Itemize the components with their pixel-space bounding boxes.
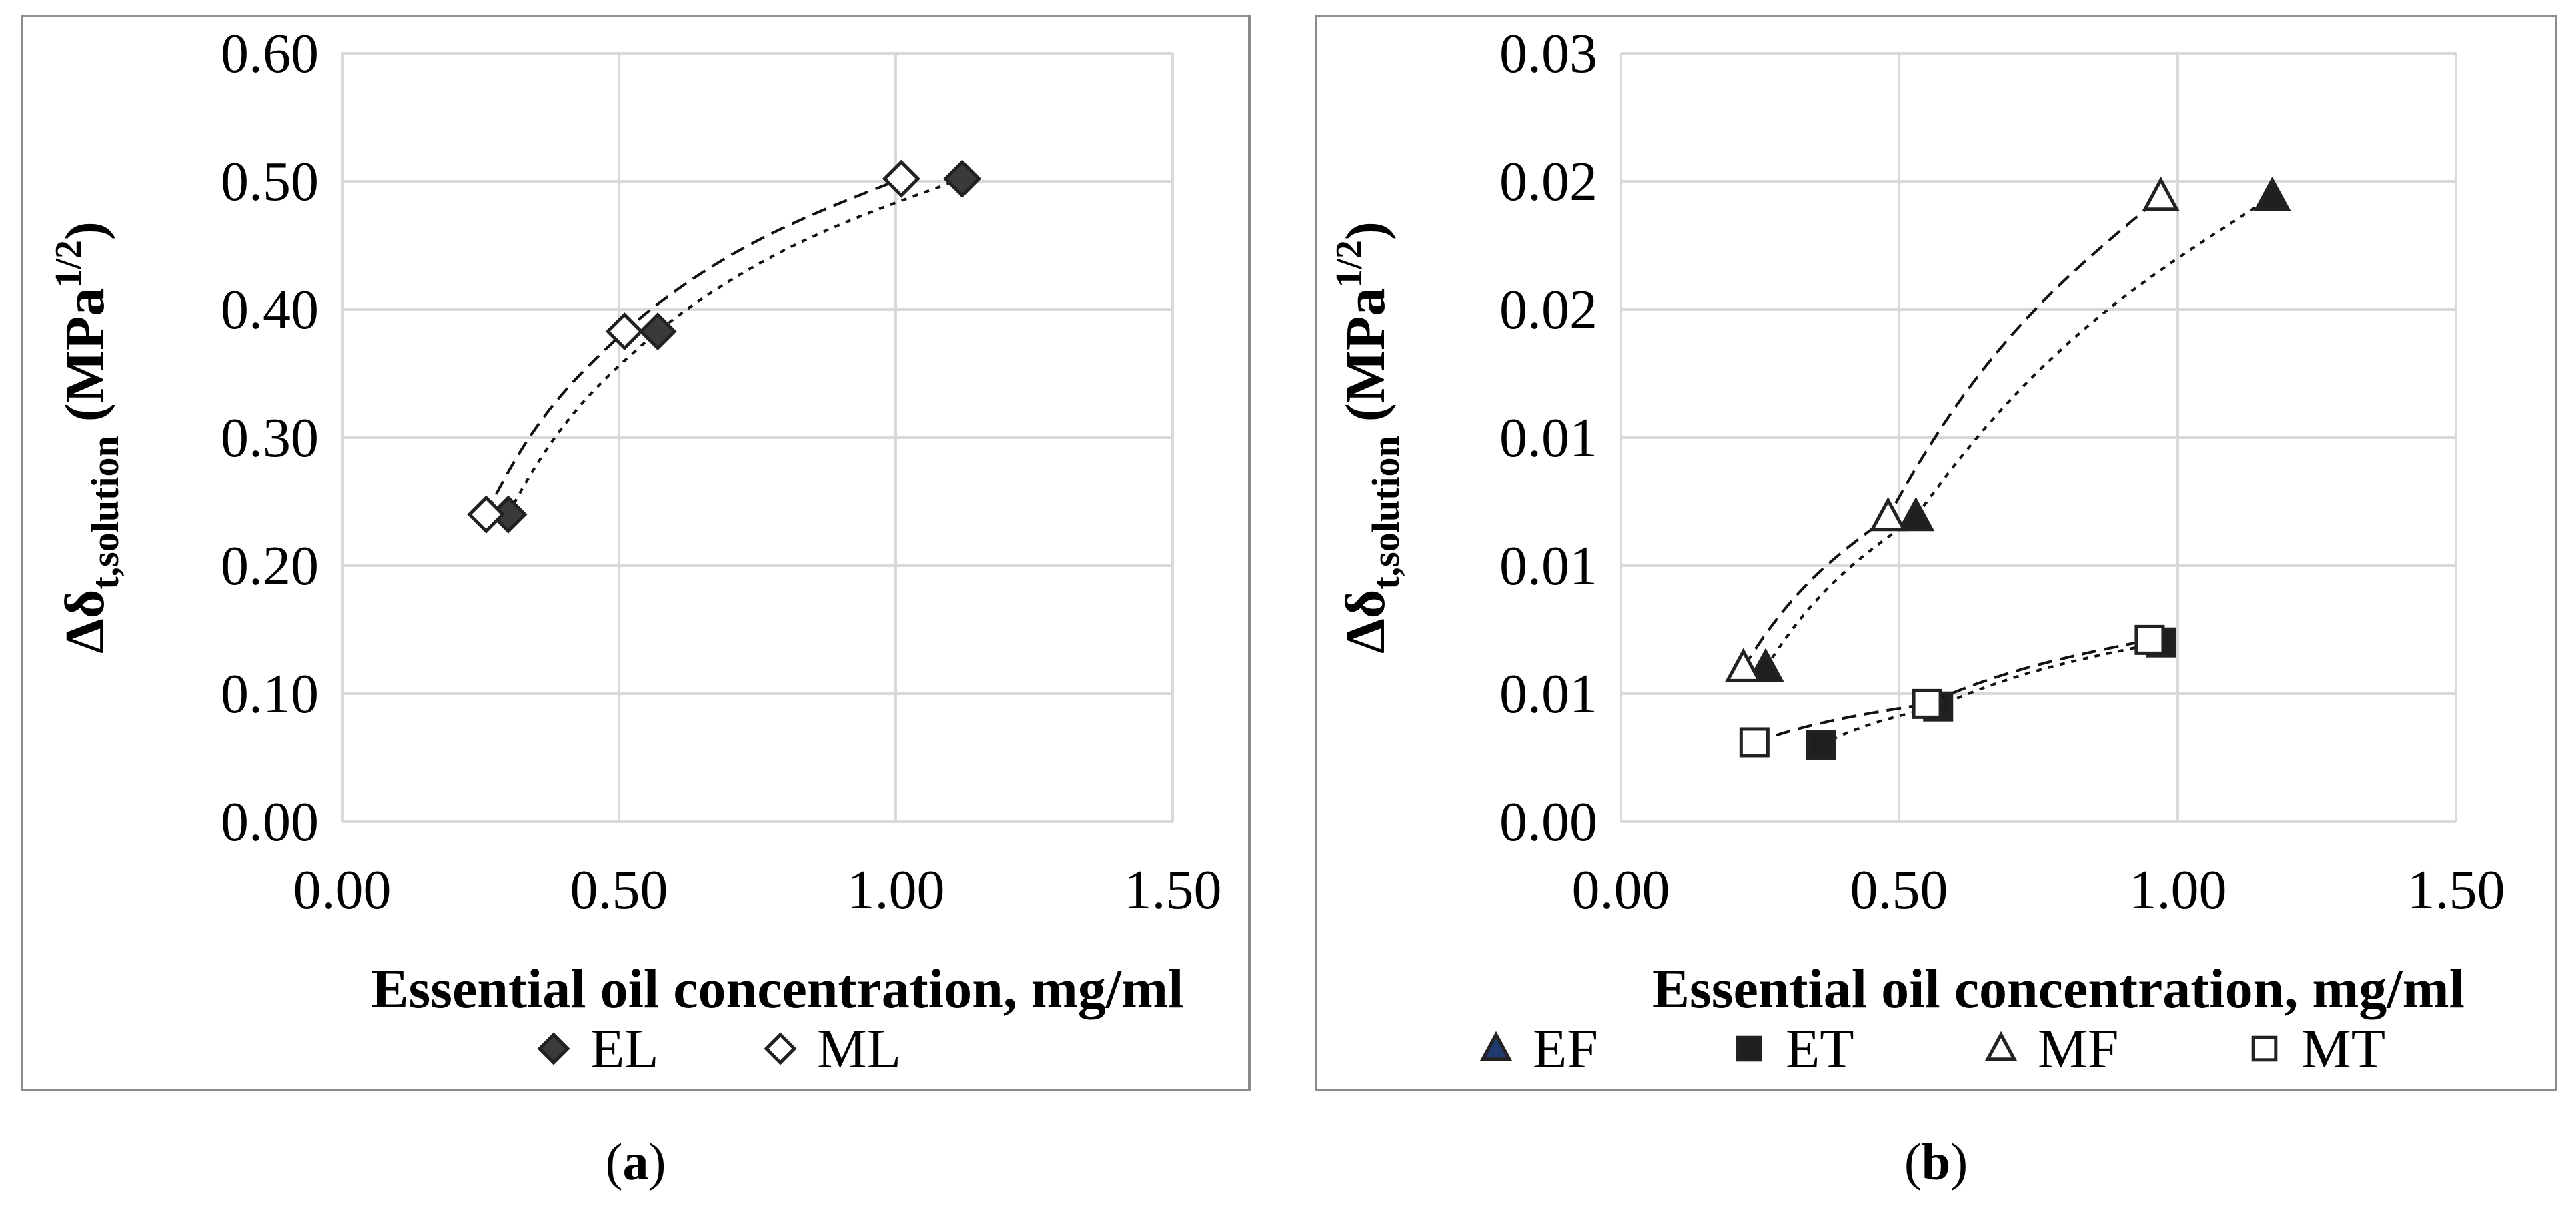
series-line-ef — [1764, 195, 2273, 669]
data-point-mt — [1739, 727, 1770, 758]
x-axis-title: Essential oil concentration, mg/ml — [1652, 958, 2465, 1020]
chart-frame — [21, 15, 1251, 1091]
data-point-ml — [605, 312, 644, 351]
data-point-mf — [2142, 176, 2180, 211]
legend-item-ml: ML — [764, 1018, 901, 1080]
legend-label-mt: MT — [2301, 1018, 2385, 1080]
data-point-mf — [1869, 496, 1907, 532]
legend-label-et: ET — [1786, 1018, 1854, 1080]
data-point-ml — [882, 159, 920, 198]
legend-marker-ml — [764, 1032, 797, 1065]
y-axis-title: Δδt,solution (MPa1/2) — [1329, 221, 1407, 654]
data-point-ml — [467, 495, 506, 534]
legend-marker-mf — [1984, 1031, 2018, 1061]
legend-item-ef: EF — [1479, 1018, 1598, 1080]
x-tick-label: 1.00 — [2129, 859, 2227, 921]
legend-item-el: EL — [537, 1018, 659, 1080]
y-tick-label: 0.02 — [1499, 151, 1597, 213]
x-tick-label: 1.00 — [847, 859, 945, 921]
y-tick-label: 0.60 — [221, 23, 319, 85]
data-point-ef — [1747, 648, 1784, 682]
x-axis-title: Essential oil concentration, mg/ml — [372, 958, 1184, 1020]
y-tick-label: 0.00 — [221, 791, 319, 853]
data-point-et — [1806, 730, 1836, 760]
x-tick-label: 0.00 — [293, 859, 392, 921]
panel-label-b: (b) — [1904, 1133, 1968, 1191]
y-tick-label: 0.20 — [221, 535, 319, 597]
y-axis-title: Δδt,solution (MPa1/2) — [48, 221, 127, 654]
legend-marker-ef — [1479, 1031, 1513, 1061]
data-point-mf — [1724, 648, 1762, 682]
series-line-mt — [1754, 638, 2150, 744]
legend-label-ef: EF — [1533, 1018, 1598, 1080]
chart-frame — [1315, 15, 2557, 1091]
data-point-ef — [2253, 176, 2291, 211]
x-tick-label: 0.00 — [1572, 859, 1670, 921]
y-tick-label: 0.40 — [221, 279, 319, 341]
y-tick-label: 0.30 — [221, 407, 319, 469]
legend-marker-mt — [2251, 1035, 2278, 1062]
series-line-mf — [1742, 195, 2162, 669]
y-tick-label: 0.01 — [1499, 663, 1597, 725]
y-tick-label: 0.50 — [221, 151, 319, 213]
y-tick-label: 0.02 — [1499, 279, 1597, 341]
legend-label-ml: ML — [817, 1018, 901, 1080]
series-line-et — [1820, 641, 2162, 746]
x-tick-label: 0.50 — [570, 859, 668, 921]
data-point-mt — [2134, 624, 2165, 655]
x-tick-label: 1.50 — [2407, 859, 2505, 921]
legend-label-el: EL — [590, 1018, 659, 1080]
legend-item-mt: MT — [2251, 1018, 2385, 1080]
data-point-ef — [1897, 496, 1935, 532]
legend-marker-el — [537, 1032, 570, 1065]
series-line-el — [507, 177, 963, 516]
legend-label-mf: MF — [2038, 1018, 2118, 1080]
data-point-el — [638, 312, 677, 351]
y-tick-label: 0.00 — [1499, 791, 1597, 853]
chart-panel-b: 0.00 0.01 0.01 0.01 0.02 0.02 0.03 0.00 0.50 1.00… — [1315, 15, 2557, 1091]
y-tick-label: 0.10 — [221, 663, 319, 725]
data-point-mt — [1912, 688, 1942, 719]
legend-marker-et — [1736, 1035, 1762, 1062]
legend-item-mf: MF — [1984, 1018, 2118, 1080]
panel-label-a: (a) — [606, 1133, 666, 1191]
y-tick-label: 0.01 — [1499, 407, 1597, 469]
legend-item-et: ET — [1736, 1018, 1854, 1080]
x-tick-label: 1.50 — [1124, 859, 1222, 921]
data-point-el — [943, 159, 982, 198]
chart-panel-a: 0.00 0.10 0.20 0.30 0.40 0.50 0.60 0.00 0.50 1.00… — [21, 15, 1251, 1091]
y-tick-label: 0.03 — [1499, 23, 1597, 85]
y-tick-label: 0.01 — [1499, 535, 1597, 597]
x-tick-label: 0.50 — [1850, 859, 1948, 921]
